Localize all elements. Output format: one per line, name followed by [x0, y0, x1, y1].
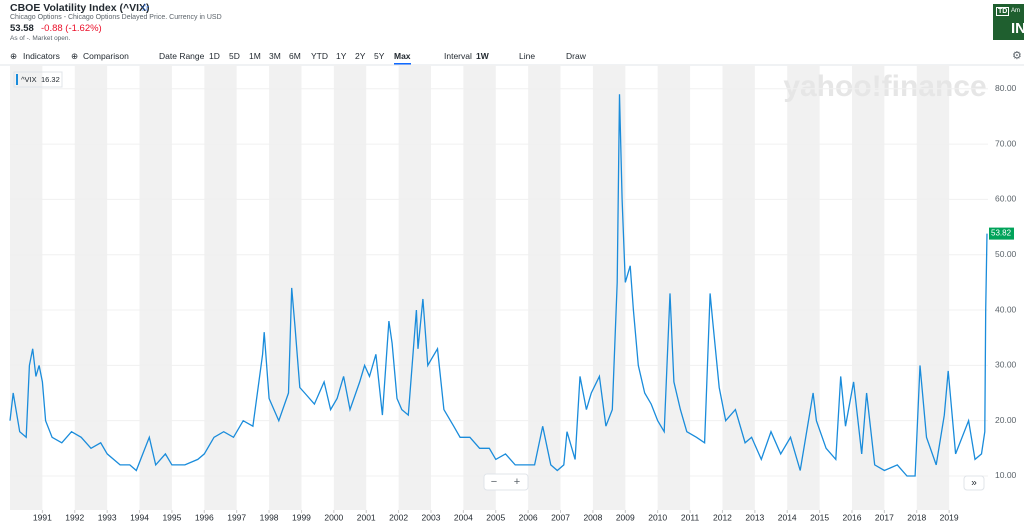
ad-logo: TD	[996, 7, 1010, 16]
range-button[interactable]: 1M	[249, 51, 261, 61]
x-tick-label: 1992	[65, 512, 84, 522]
x-tick-label: 2014	[778, 512, 797, 522]
y-tick-label: 40.00	[995, 304, 1017, 314]
x-tick-label: 2011	[681, 512, 700, 522]
range-button[interactable]: 1Y	[336, 51, 347, 61]
change: -0.88 (-1.62%)	[41, 23, 102, 34]
range-button[interactable]: Max	[394, 51, 411, 65]
x-tick-label: 1997	[227, 512, 246, 522]
draw[interactable]: Draw	[566, 51, 586, 61]
ad-big: IN	[1011, 20, 1024, 37]
comparison[interactable]: Comparison	[83, 51, 129, 61]
x-tick-label: 1995	[162, 512, 181, 522]
range-button[interactable]: 5Y	[374, 51, 385, 61]
x-tick-label: 2005	[486, 512, 505, 522]
y-tick-label: 20.00	[995, 415, 1017, 425]
ad[interactable]: TD Am IN	[993, 4, 1024, 40]
year-band	[333, 65, 367, 510]
zoom-out[interactable]: −	[491, 476, 497, 488]
scroll-end-icon[interactable]: »	[971, 478, 977, 489]
as-of: As of -. Market open.	[10, 35, 71, 42]
x-tick-label: 1994	[130, 512, 149, 522]
x-tick-label: 2009	[616, 512, 635, 522]
subtitle: Chicago Options - Chicago Options Delaye…	[10, 14, 222, 21]
y-tick-label: 10.00	[995, 470, 1017, 480]
year-band	[463, 65, 496, 510]
y-tick-label: 60.00	[995, 194, 1017, 204]
x-tick-label: 2003	[422, 512, 441, 522]
range-button[interactable]: 1D	[209, 51, 220, 61]
range-button[interactable]: 5D	[229, 51, 240, 61]
x-tick-label: 2015	[810, 512, 829, 522]
y-tick-label: 70.00	[995, 138, 1017, 148]
x-tick-label: 2004	[454, 512, 473, 522]
x-tick-label: 1999	[292, 512, 311, 522]
interval-value[interactable]: 1W	[476, 51, 489, 61]
x-tick-label: 2013	[745, 512, 764, 522]
range-button[interactable]: YTD	[311, 51, 328, 61]
y-tick-label: 80.00	[995, 83, 1017, 93]
watermark: yahoo!finance	[783, 70, 986, 103]
x-tick-label: 2000	[324, 512, 343, 522]
x-tick-label: 2002	[389, 512, 408, 522]
year-band	[398, 65, 431, 510]
scroll-end	[963, 475, 985, 491]
y-tick-label: 50.00	[995, 249, 1017, 259]
x-tick-label: 2008	[583, 512, 602, 522]
title: CBOE Volatility Index (^VIX)	[10, 2, 150, 14]
x-tick-label: 1996	[195, 512, 214, 522]
year-band	[851, 65, 885, 510]
legend-name: ^VIX	[21, 75, 37, 84]
year-band	[722, 65, 755, 510]
indicators-icon: ⊕	[10, 51, 18, 61]
x-tick-label: 2007	[551, 512, 570, 522]
x-tick-label: 1998	[260, 512, 279, 522]
year-band	[204, 65, 237, 510]
comparison-icon: ⊕	[71, 51, 79, 61]
range-button[interactable]: 6M	[289, 51, 301, 61]
x-tick-label: 2012	[713, 512, 732, 522]
legend-box	[13, 71, 63, 88]
year-band	[787, 65, 820, 510]
year-band	[657, 65, 691, 510]
range-button[interactable]: 2Y	[355, 51, 366, 61]
indicators[interactable]: Indicators	[23, 51, 60, 61]
x-tick-label: 2001	[357, 512, 376, 522]
legend-value: 16.32	[41, 75, 60, 84]
x-tick-label: 2018	[907, 512, 926, 522]
price-line	[9, 94, 988, 477]
year-band	[74, 65, 108, 510]
price: 53.58	[10, 23, 34, 34]
year-band	[592, 65, 626, 510]
x-tick-label: 2010	[648, 512, 667, 522]
x-tick-label: 1991	[33, 512, 52, 522]
x-tick-label: 1993	[98, 512, 117, 522]
settings[interactable]: ⚙	[1012, 50, 1022, 62]
line[interactable]: Line	[519, 51, 536, 61]
interval[interactable]: Interval	[444, 51, 472, 61]
x-tick-label: 2019	[940, 512, 959, 522]
y-tick-label: 30.00	[995, 360, 1017, 370]
current-badge	[989, 227, 1014, 240]
year-band	[139, 65, 172, 510]
year-band	[528, 65, 561, 510]
year-band	[269, 65, 302, 510]
zoom-control	[483, 473, 529, 491]
range-button[interactable]: 3M	[269, 51, 281, 61]
x-tick-label: 2006	[519, 512, 538, 522]
zoom-in[interactable]: +	[514, 476, 520, 488]
date-range[interactable]: Date Range	[159, 51, 205, 61]
current-label: 53.82	[991, 229, 1012, 238]
ad-text: Am	[1011, 8, 1020, 14]
x-tick-label: 2016	[843, 512, 862, 522]
star[interactable]: ☆	[140, 2, 150, 14]
year-band	[10, 65, 43, 510]
year-band	[916, 65, 950, 510]
x-tick-label: 2017	[875, 512, 894, 522]
